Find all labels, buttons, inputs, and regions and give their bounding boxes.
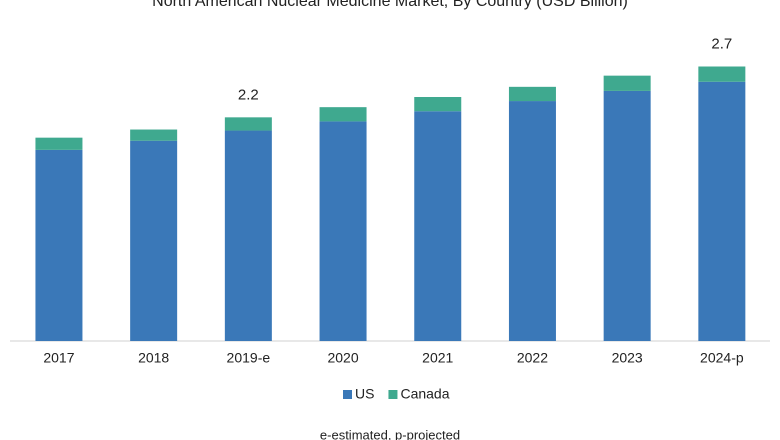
x-tick-label: 2020 <box>327 350 358 366</box>
chart-title: North American Nuclear Medicine Market, … <box>152 0 628 10</box>
footnote: e-estimated, p-projected <box>320 427 460 440</box>
bar-segment <box>698 66 746 82</box>
total-label: 2.7 <box>711 35 732 52</box>
x-tick-label: 2019-e <box>227 350 271 366</box>
bar-segment <box>224 130 272 341</box>
legend-swatch <box>388 390 398 399</box>
x-tick-label: 2018 <box>138 350 169 366</box>
x-tick-label: 2022 <box>517 350 548 366</box>
x-tick-label: 2024-p <box>700 350 744 366</box>
bar-segment <box>508 101 556 341</box>
bar-segment <box>603 90 651 342</box>
bar-segment <box>414 111 462 341</box>
bar-segment <box>508 86 556 102</box>
bar-segment <box>698 81 746 341</box>
bar-segment <box>319 121 367 342</box>
legend-label: US <box>355 386 374 402</box>
legend-label: Canada <box>400 386 449 402</box>
bar-segment <box>224 117 272 131</box>
bar-segment <box>35 149 83 341</box>
bar-segment <box>603 75 651 91</box>
legend-swatch <box>343 390 352 399</box>
bar-segment <box>35 137 83 150</box>
bar-segment <box>414 97 462 112</box>
x-tick-label: 2021 <box>422 350 453 366</box>
bar-segment <box>130 129 178 141</box>
total-label: 2.2 <box>238 86 259 103</box>
bar-segment <box>319 107 367 122</box>
bar-segment <box>130 140 178 341</box>
x-tick-label: 2017 <box>43 350 74 366</box>
x-tick-label: 2023 <box>612 350 643 366</box>
